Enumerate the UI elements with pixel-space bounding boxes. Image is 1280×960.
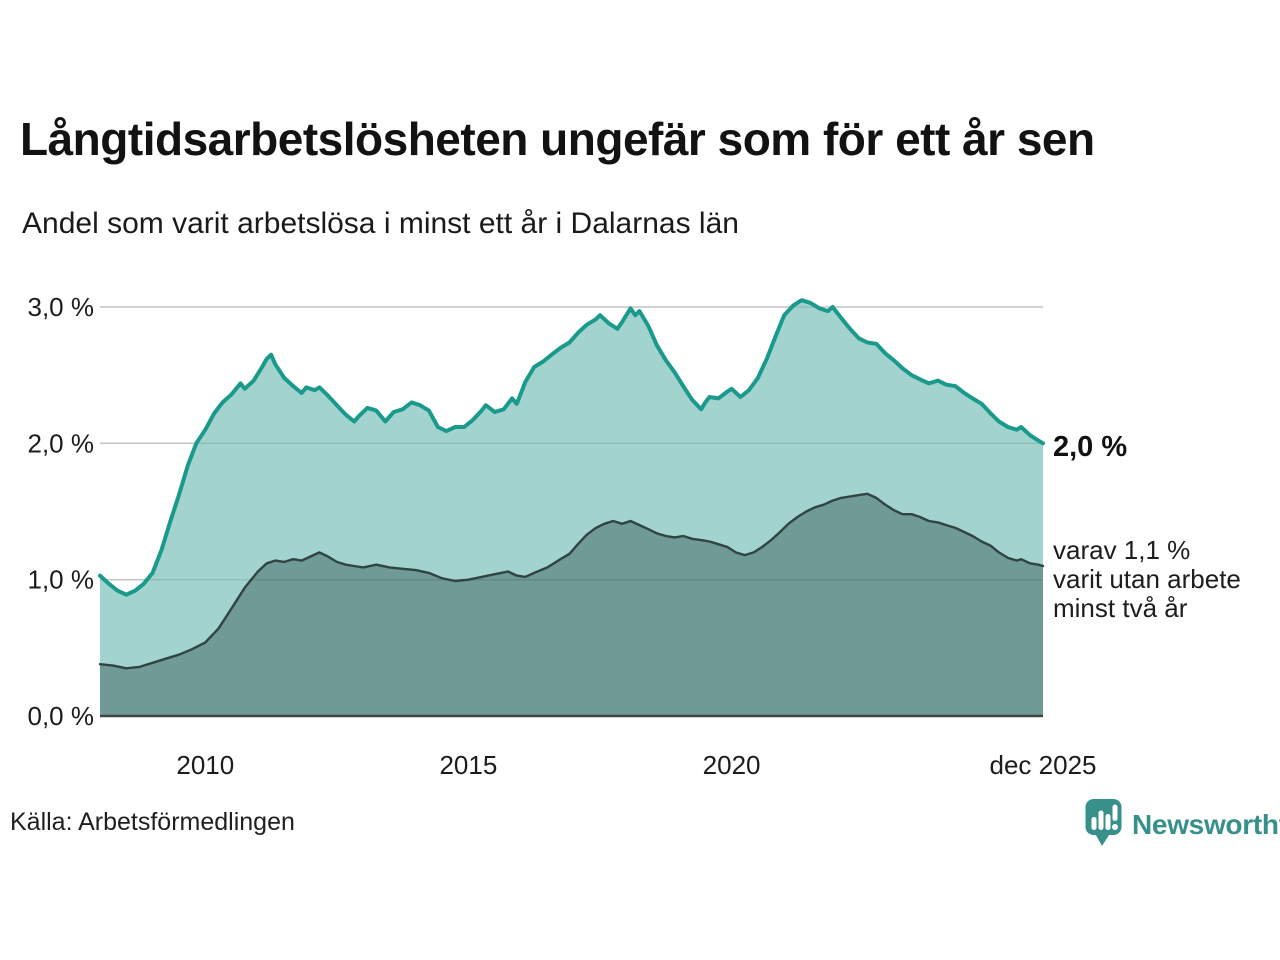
source-note: Källa: Arbetsförmedlingen [10,808,295,836]
series-area-1 [100,493,1043,716]
newsworthy-logo: Newsworthy [1085,799,1280,846]
y-axis-labels: 0,0 % 1,0 % 2,0 % 3,0 % [28,292,95,731]
subset-label-line: minst två år [1053,593,1188,623]
x-tick-label: 2010 [176,750,234,780]
series-line-0 [98,298,1045,597]
x-tick-label: dec 2025 [990,750,1097,780]
logo-bars-exclamation-icon [1091,804,1118,830]
y-tick-label: 3,0 % [28,292,95,322]
series-lines [98,298,1045,670]
chart-subtitle: Andel som varit arbetslösa i minst ett å… [22,207,739,240]
x-axis-labels: 2010 2015 2020 dec 2025 [176,750,1096,780]
subset-label-line: varit utan arbete [1053,564,1241,594]
y-tick-label: 1,0 % [28,565,95,595]
page-title: Långtidsarbetslösheten ungefär som för e… [20,113,1095,165]
series-line-1 [98,492,1045,670]
series-end-label-total: 2,0 % [1053,431,1128,463]
series-areas [100,300,1043,716]
gridlines-overlay [100,306,1043,581]
x-tick-label: 2020 [703,750,761,780]
y-tick-label: 0,0 % [28,701,95,731]
x-tick-label: 2015 [439,750,497,780]
subset-label-line: varav 1,1 % [1053,535,1191,565]
series-end-label-subset: varav 1,1 % varit utan arbete minst två … [1053,536,1280,623]
y-tick-label: 2,0 % [28,428,95,458]
newsworthy-logo-text: Newsworthy [1132,809,1280,840]
